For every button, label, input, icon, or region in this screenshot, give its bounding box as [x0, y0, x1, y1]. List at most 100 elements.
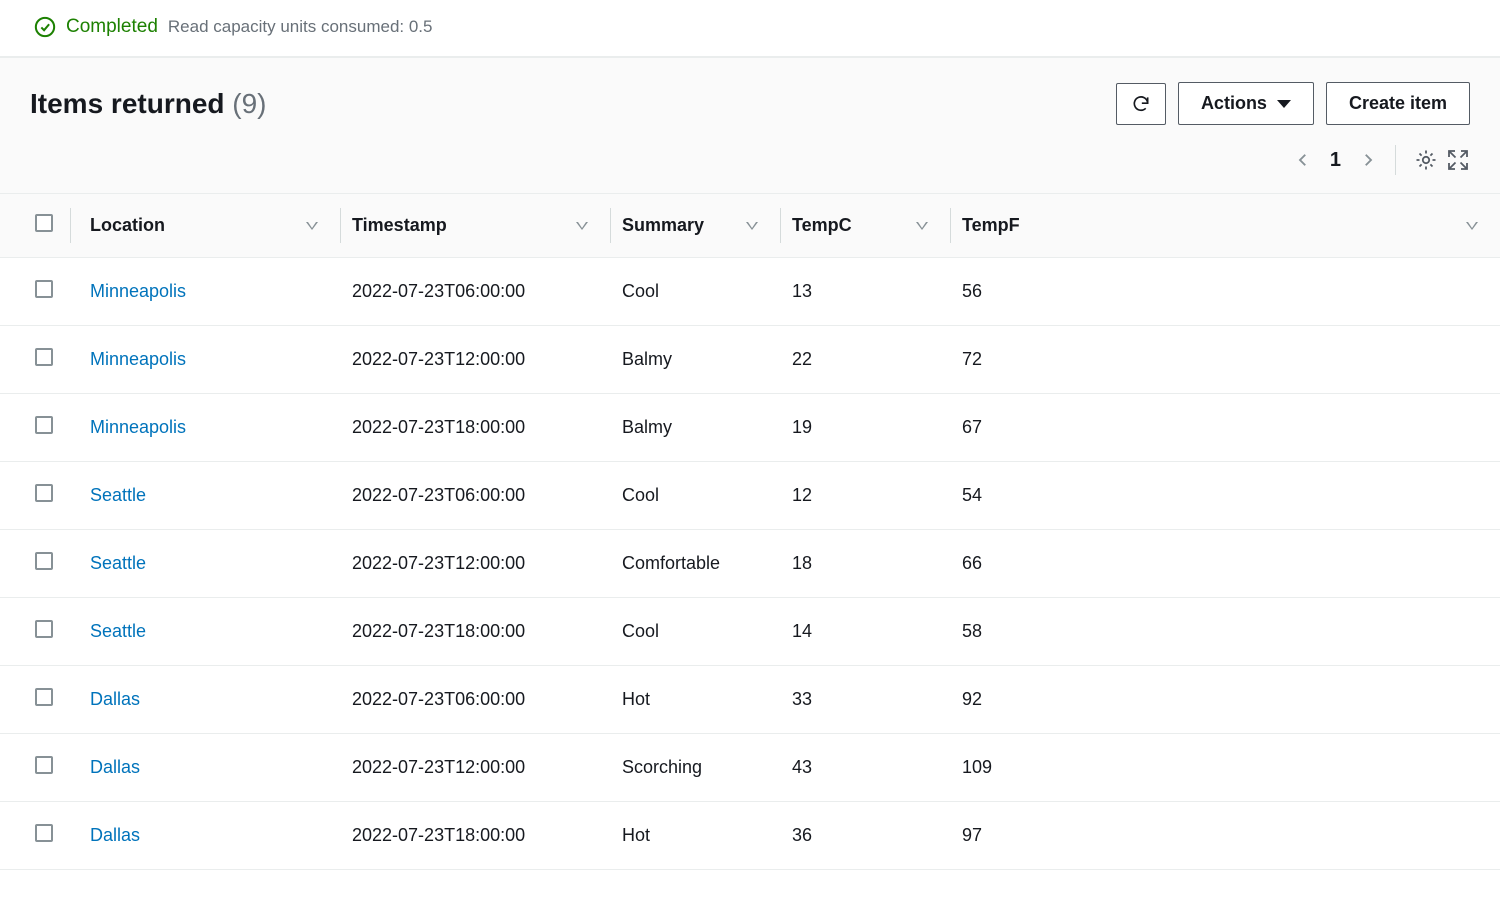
table-header-row: Location Timestamp Summary TempC TempF: [0, 194, 1500, 258]
actions-button-label: Actions: [1201, 93, 1267, 114]
cell-timestamp: 2022-07-23T18:00:00: [340, 802, 610, 870]
status-label: Completed: [66, 16, 158, 38]
panel-title: Items returned (9): [30, 88, 267, 120]
cell-summary: Cool: [610, 598, 780, 666]
table-row: Minneapolis 2022-07-23T06:00:00Cool1356: [0, 258, 1500, 326]
chevron-left-icon[interactable]: [1294, 151, 1312, 169]
cell-timestamp: 2022-07-23T12:00:00: [340, 734, 610, 802]
table-row: Dallas 2022-07-23T06:00:00Hot3392: [0, 666, 1500, 734]
items-table: Location Timestamp Summary TempC TempF M…: [0, 193, 1500, 870]
location-link[interactable]: Dallas: [90, 825, 140, 845]
create-item-button[interactable]: Create item: [1326, 82, 1470, 125]
actions-button[interactable]: Actions: [1178, 82, 1314, 125]
cell-tempc: 19: [780, 394, 950, 462]
create-item-button-label: Create item: [1349, 93, 1447, 114]
column-header-summary[interactable]: Summary: [610, 194, 780, 258]
location-link[interactable]: Minneapolis: [90, 417, 186, 437]
check-circle-icon: [34, 16, 56, 38]
cell-tempc: 33: [780, 666, 950, 734]
chevron-right-icon[interactable]: [1359, 151, 1377, 169]
location-link[interactable]: Seattle: [90, 553, 146, 573]
items-panel: Items returned (9) Actions Create item 1: [0, 57, 1500, 870]
cell-summary: Hot: [610, 802, 780, 870]
location-link[interactable]: Minneapolis: [90, 281, 186, 301]
panel-title-text: Items returned: [30, 88, 225, 119]
cell-summary: Cool: [610, 258, 780, 326]
row-checkbox[interactable]: [35, 280, 53, 298]
sort-icon: [916, 222, 928, 230]
status-meta: Read capacity units consumed: 0.5: [168, 17, 433, 37]
cell-tempc: 12: [780, 462, 950, 530]
cell-summary: Balmy: [610, 326, 780, 394]
cell-tempf: 72: [950, 326, 1500, 394]
cell-timestamp: 2022-07-23T12:00:00: [340, 530, 610, 598]
row-checkbox[interactable]: [35, 484, 53, 502]
cell-tempc: 43: [780, 734, 950, 802]
cell-summary: Balmy: [610, 394, 780, 462]
pager: 1: [1294, 149, 1377, 172]
row-checkbox[interactable]: [35, 824, 53, 842]
cell-tempc: 14: [780, 598, 950, 666]
row-checkbox[interactable]: [35, 552, 53, 570]
caret-down-icon: [1277, 100, 1291, 108]
cell-timestamp: 2022-07-23T06:00:00: [340, 462, 610, 530]
column-header-tempf[interactable]: TempF: [950, 194, 1500, 258]
cell-tempc: 13: [780, 258, 950, 326]
expand-icon[interactable]: [1446, 148, 1470, 172]
location-link[interactable]: Dallas: [90, 757, 140, 777]
status-bar: Completed Read capacity units consumed: …: [0, 0, 1500, 57]
column-header-timestamp[interactable]: Timestamp: [340, 194, 610, 258]
table-row: Seattle 2022-07-23T12:00:00Comfortable186…: [0, 530, 1500, 598]
location-link[interactable]: Seattle: [90, 621, 146, 641]
cell-tempf: 56: [950, 258, 1500, 326]
toolbar-row: 1: [0, 135, 1500, 193]
cell-tempc: 22: [780, 326, 950, 394]
gear-icon[interactable]: [1414, 148, 1438, 172]
column-header-location[interactable]: Location: [70, 194, 340, 258]
cell-timestamp: 2022-07-23T06:00:00: [340, 666, 610, 734]
location-link[interactable]: Dallas: [90, 689, 140, 709]
table-row: Seattle 2022-07-23T18:00:00Cool1458: [0, 598, 1500, 666]
panel-header: Items returned (9) Actions Create item: [0, 58, 1500, 135]
cell-summary: Hot: [610, 666, 780, 734]
location-link[interactable]: Minneapolis: [90, 349, 186, 369]
table-row: Dallas2022-07-23T12:00:00Scorching43109: [0, 734, 1500, 802]
cell-tempc: 18: [780, 530, 950, 598]
row-checkbox[interactable]: [35, 756, 53, 774]
sort-icon: [306, 222, 318, 230]
toolbar-divider: [1395, 145, 1396, 175]
row-checkbox[interactable]: [35, 620, 53, 638]
cell-summary: Comfortable: [610, 530, 780, 598]
page-number: 1: [1330, 149, 1341, 172]
row-checkbox[interactable]: [35, 688, 53, 706]
table-row: Minneapolis 2022-07-23T18:00:00Balmy1967: [0, 394, 1500, 462]
table-row: Dallas 2022-07-23T18:00:00Hot3697: [0, 802, 1500, 870]
refresh-button[interactable]: [1116, 83, 1166, 125]
panel-count: (9): [232, 88, 266, 119]
sort-icon: [576, 222, 588, 230]
location-link[interactable]: Seattle: [90, 485, 146, 505]
cell-tempf: 67: [950, 394, 1500, 462]
select-all-checkbox[interactable]: [35, 214, 53, 232]
table-body: Minneapolis2022-07-23T06:00:00Cool1356Mi…: [0, 258, 1500, 870]
cell-timestamp: 2022-07-23T06:00:00: [340, 258, 610, 326]
refresh-icon: [1131, 94, 1151, 114]
cell-timestamp: 2022-07-23T12:00:00: [340, 326, 610, 394]
sort-icon: [746, 222, 758, 230]
cell-tempf: 58: [950, 598, 1500, 666]
cell-timestamp: 2022-07-23T18:00:00: [340, 598, 610, 666]
cell-timestamp: 2022-07-23T18:00:00: [340, 394, 610, 462]
cell-tempf: 54: [950, 462, 1500, 530]
row-checkbox[interactable]: [35, 348, 53, 366]
row-checkbox[interactable]: [35, 416, 53, 434]
table-row: Minneapolis 2022-07-23T12:00:00Balmy2272: [0, 326, 1500, 394]
table-row: Seattle 2022-07-23T06:00:00Cool1254: [0, 462, 1500, 530]
cell-tempc: 36: [780, 802, 950, 870]
cell-tempf: 92: [950, 666, 1500, 734]
cell-tempf: 109: [950, 734, 1500, 802]
column-header-tempc[interactable]: TempC: [780, 194, 950, 258]
cell-tempf: 66: [950, 530, 1500, 598]
sort-icon: [1466, 222, 1478, 230]
cell-tempf: 97: [950, 802, 1500, 870]
cell-summary: Cool: [610, 462, 780, 530]
